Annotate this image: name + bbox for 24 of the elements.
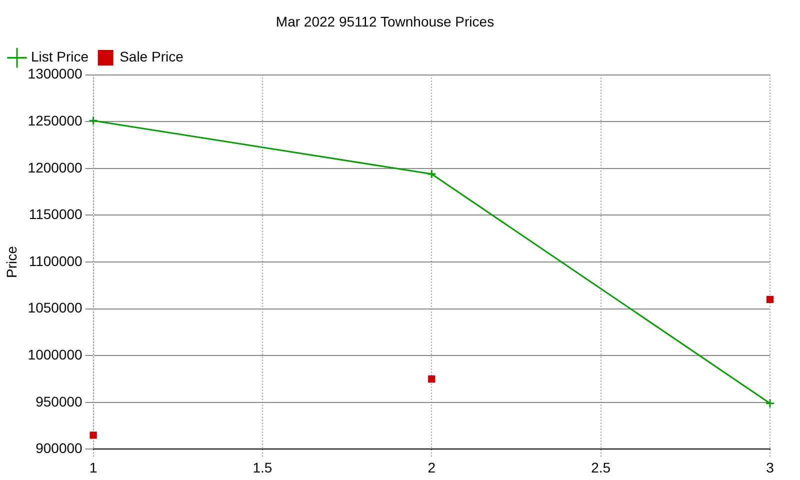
y-tick-label: 1000000: [28, 346, 83, 362]
point: [428, 375, 436, 383]
y-tick-label: 1200000: [28, 159, 83, 176]
point: [88, 116, 98, 126]
y-tick-label: 900000: [36, 440, 83, 456]
point: [765, 398, 775, 408]
point: [90, 432, 97, 439]
y-axis-title: Price: [3, 246, 20, 278]
y-tick-label: 1100000: [28, 252, 83, 269]
x-tick-label: 3: [766, 459, 774, 476]
point: [426, 169, 436, 179]
chart-title: Mar 2022 95112 Townhouse Prices: [276, 13, 494, 30]
y-tick-label: 1250000: [28, 112, 83, 128]
y-tick-label: 1050000: [28, 300, 83, 316]
legend-label: Sale Price: [120, 48, 184, 65]
point: [766, 296, 774, 304]
x-tick-label: 2.5: [591, 459, 611, 476]
x-tick-label: 2: [428, 459, 436, 476]
y-tick-label: 1300000: [28, 66, 83, 82]
x-tick-label: 1.5: [252, 459, 272, 476]
x-tick-label: 1: [89, 459, 98, 476]
legend-label: List Price: [31, 48, 89, 65]
y-tick-label: 1150000: [28, 206, 83, 222]
y-tick-label: 950000: [36, 393, 83, 410]
